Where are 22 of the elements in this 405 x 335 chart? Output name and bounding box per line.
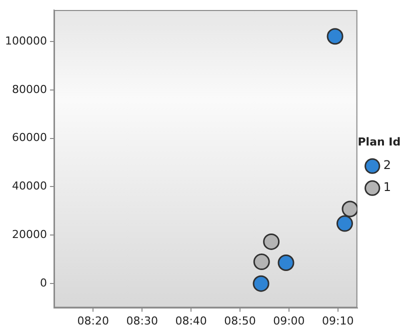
x-tick-label: 08:30 [126, 314, 158, 328]
point [278, 254, 294, 272]
y-tick-label: 100000 [4, 34, 47, 48]
point [342, 200, 358, 218]
x-tick-label: 08:40 [175, 314, 207, 328]
legend-title: Plan Id [358, 135, 401, 148]
x-tick-label: 08:50 [224, 314, 256, 328]
point [252, 275, 270, 292]
point [263, 233, 280, 250]
x-tick-label: 08:20 [77, 314, 109, 328]
legend-label: 2 [383, 158, 392, 172]
x-tick-label: 09:00 [273, 314, 305, 328]
y-tick-label: 20000 [12, 228, 47, 242]
legend-label: 1 [383, 180, 392, 194]
y-tick-label: 80000 [12, 82, 47, 96]
y-tick-label: 0 [40, 276, 47, 290]
y-tick-label: 40000 [12, 180, 47, 193]
point [336, 215, 353, 232]
x-tick-label: 09:10 [322, 314, 354, 328]
point [326, 28, 344, 45]
point [253, 254, 270, 270]
y-tick-label: 60000 [12, 131, 47, 144]
